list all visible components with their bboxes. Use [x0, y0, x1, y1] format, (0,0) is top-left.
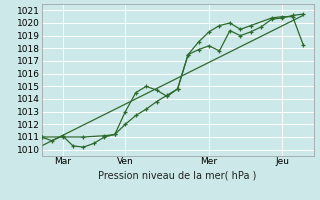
X-axis label: Pression niveau de la mer( hPa ): Pression niveau de la mer( hPa ) [99, 171, 257, 181]
